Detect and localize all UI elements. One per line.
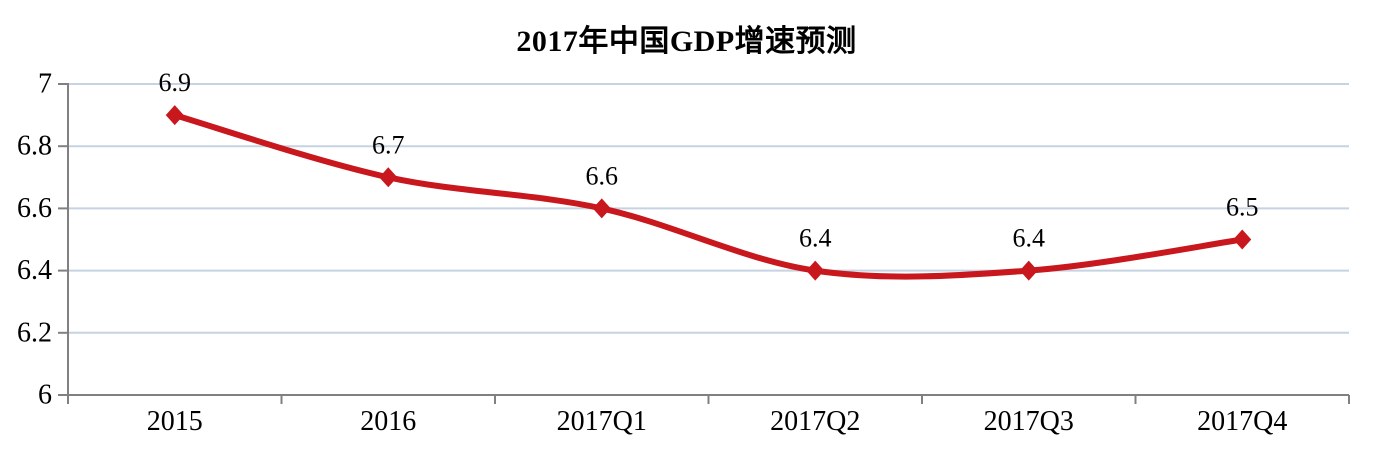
data-point-marker xyxy=(1233,229,1252,250)
data-point-marker xyxy=(165,105,184,126)
y-axis-tick-label: 6.2 xyxy=(17,317,52,348)
x-axis-category-label: 2017Q3 xyxy=(984,406,1074,437)
data-point-label: 6.6 xyxy=(586,161,619,190)
y-axis-tick-label: 6 xyxy=(38,380,52,411)
y-axis-tick-label: 7 xyxy=(38,69,52,100)
x-axis-category-label: 2017Q2 xyxy=(770,406,860,437)
data-point-label: 6.4 xyxy=(1013,224,1046,253)
x-axis-category-label: 2015 xyxy=(147,406,203,437)
x-axis-category-label: 2017Q1 xyxy=(557,406,647,437)
y-axis-tick-label: 6.8 xyxy=(17,131,52,162)
data-point-marker xyxy=(806,260,825,281)
data-point-marker xyxy=(1019,260,1038,281)
data-point-label: 6.5 xyxy=(1226,193,1259,222)
data-point-label: 6.9 xyxy=(159,68,192,97)
x-axis-category-label: 2017Q4 xyxy=(1197,406,1287,437)
chart-title: 2017年中国GDP增速预测 xyxy=(516,25,857,58)
data-point-label: 6.4 xyxy=(799,224,832,253)
data-point-label: 6.7 xyxy=(372,130,405,159)
y-axis-tick-label: 6.6 xyxy=(17,193,52,224)
series-line xyxy=(171,112,1246,280)
data-point-marker xyxy=(379,167,398,188)
x-axis-category-label: 2016 xyxy=(360,406,416,437)
y-axis-tick-label: 6.4 xyxy=(17,255,52,286)
data-point-marker xyxy=(592,198,611,219)
